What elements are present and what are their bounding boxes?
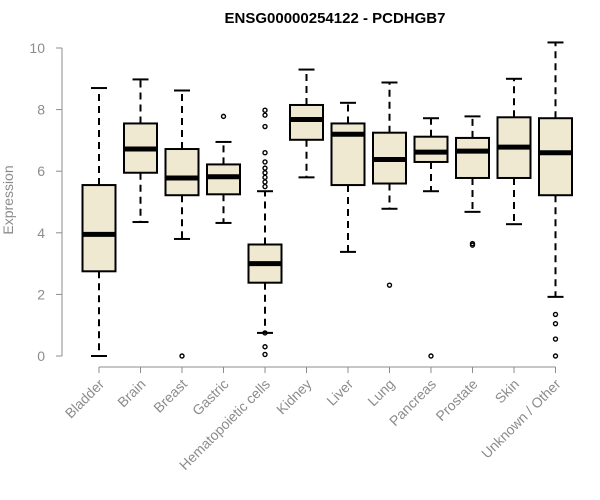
x-tick-label: Bladder: [62, 376, 108, 422]
box-gastric: [206, 113, 241, 224]
outlier-point: [552, 353, 559, 359]
x-tick-label: Prostate: [432, 376, 480, 424]
x-tick-label: Unknown / Other: [478, 376, 564, 462]
x-tick-label: Skin: [492, 376, 523, 407]
outlier-point: [262, 123, 268, 130]
outlier-point: [469, 240, 476, 247]
outlier-point: [262, 107, 268, 113]
outlier-point: [552, 320, 559, 327]
y-axis-label: Expression: [0, 165, 16, 234]
box-hematopoietic-cells: [247, 107, 283, 358]
outlier-point: [262, 344, 268, 350]
box-bladder: [81, 87, 117, 357]
x-tick-label: Brain: [114, 376, 148, 410]
outlier-point: [262, 165, 268, 171]
box-liver: [330, 101, 366, 253]
x-tick-label: Liver: [323, 376, 356, 409]
outlier-point: [262, 174, 268, 181]
iqr-box: [164, 148, 200, 197]
outlier-point: [386, 282, 393, 288]
outlier-point: [262, 179, 268, 185]
iqr-box: [289, 103, 324, 141]
outlier-point: [220, 113, 227, 120]
outlier-point: [262, 351, 268, 358]
box-unknown-other: [538, 41, 573, 359]
y-tick-label: 6: [37, 163, 45, 179]
box-series: [81, 41, 573, 359]
y-tick-label: 0: [37, 348, 45, 364]
iqr-box: [206, 163, 241, 196]
outlier-point: [428, 353, 434, 359]
y-tick-label: 10: [29, 40, 45, 56]
iqr-box: [413, 135, 449, 163]
box-breast: [164, 89, 200, 359]
outlier-point: [262, 183, 268, 190]
y-tick-label: 8: [37, 102, 45, 118]
chart-title: ENSG00000254122 - PCDHGB7: [225, 10, 446, 27]
outlier-point: [262, 150, 268, 156]
outlier-point: [262, 330, 268, 336]
outlier-point: [179, 353, 185, 359]
outlier-point: [552, 336, 559, 342]
box-kidney: [289, 68, 324, 179]
outlier-point: [262, 112, 268, 118]
outlier-point: [552, 311, 559, 318]
box-brain: [123, 78, 158, 224]
y-tick-label: 2: [37, 286, 45, 302]
outlier-point: [262, 170, 268, 176]
x-tick-label: Kidney: [273, 376, 315, 418]
outlier-point: [262, 159, 268, 165]
iqr-box: [538, 117, 573, 197]
box-lung: [372, 81, 407, 288]
iqr-box: [455, 136, 490, 179]
y-axis: 0 2 4 6 8 10: [29, 40, 63, 364]
box-pancreas: [413, 117, 449, 359]
box-skin: [496, 77, 532, 226]
x-tick-label: Lung: [364, 376, 397, 409]
x-tick-label: Breast: [150, 376, 190, 416]
iqr-box: [81, 184, 117, 273]
box-prostate: [455, 115, 490, 248]
y-tick-label: 4: [37, 225, 45, 241]
